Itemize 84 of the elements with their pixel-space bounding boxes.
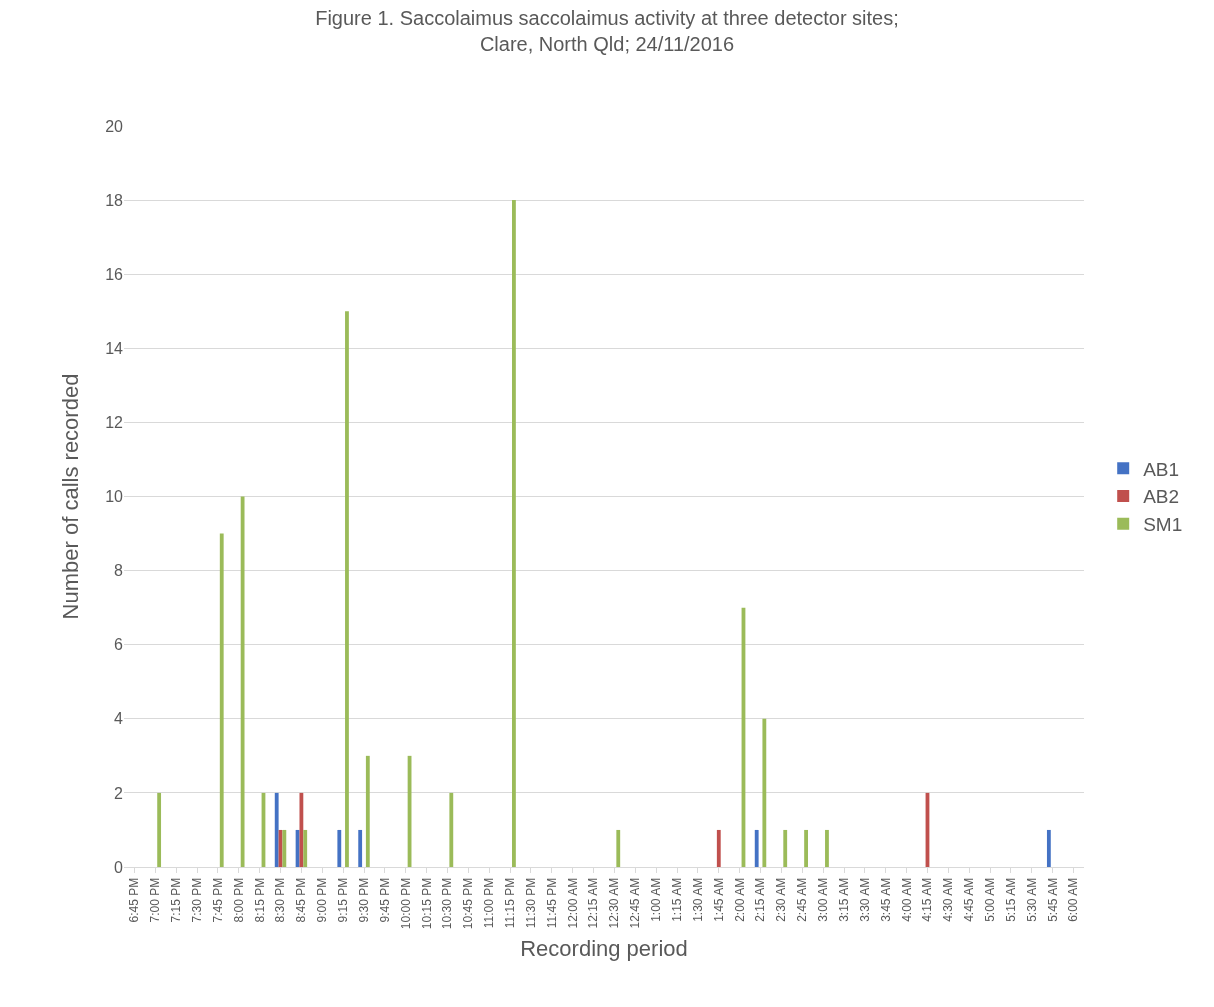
- x-tick-label: 7:15 PM: [169, 877, 184, 923]
- bar: [337, 829, 342, 867]
- x-tick-label: 8:30 PM: [273, 877, 288, 923]
- x-tick-label: 7:00 PM: [148, 877, 163, 923]
- x-tick-label: 1:00 AM: [649, 877, 664, 922]
- x-tick-label: 5:15 AM: [1003, 877, 1018, 922]
- legend-label: AB1: [1143, 458, 1180, 480]
- bar: [365, 755, 370, 867]
- x-tick-label: 5:00 AM: [982, 877, 997, 922]
- bar: [157, 792, 162, 867]
- x-tick-label: 6:00 AM: [1066, 877, 1081, 922]
- y-tick-label: 16: [105, 265, 124, 283]
- x-tick-label: 2:45 AM: [795, 877, 810, 922]
- x-tick-label: 5:45 AM: [1045, 877, 1060, 922]
- legend-label: SM1: [1143, 514, 1183, 536]
- bar: [358, 829, 363, 867]
- x-tick-label: 3:45 AM: [878, 877, 893, 922]
- x-tick-label: 9:45 PM: [377, 877, 392, 923]
- x-tick-label: 10:15 PM: [419, 877, 434, 930]
- chart-title: Figure 1. Saccolaimus saccolaimus activity at three detector sites; Clare, North Qld; 24/11/2016: [315, 7, 899, 56]
- x-tick-label: 1:30 AM: [690, 877, 705, 922]
- y-tick-label: 2: [114, 784, 124, 802]
- y-tick-label: 18: [105, 191, 124, 209]
- x-tick-label: 10:30 PM: [440, 877, 455, 930]
- x-tick-label: 9:00 PM: [315, 877, 330, 923]
- bar: [716, 829, 721, 867]
- bar: [303, 829, 308, 867]
- x-tick-label: 3:00 AM: [816, 877, 831, 922]
- bar: [282, 829, 287, 867]
- x-tick-label: 3:30 AM: [857, 877, 872, 922]
- bar: [299, 792, 304, 867]
- x-tick-label: 8:00 PM: [231, 877, 246, 923]
- bar: [762, 718, 767, 867]
- y-tick-label: 14: [105, 339, 124, 357]
- y-tick-label: 4: [114, 710, 124, 728]
- x-tick-label: 3:15 AM: [836, 877, 851, 922]
- x-tick-label: 2:30 AM: [774, 877, 789, 922]
- x-tick-label: 6:45 PM: [127, 877, 142, 923]
- y-tick-label: 12: [105, 414, 124, 431]
- x-tick-label: 4:30 AM: [941, 877, 956, 922]
- x-tick-label: 12:15 AM: [586, 877, 601, 929]
- bar: [616, 829, 621, 867]
- x-tick-label: 8:15 PM: [252, 877, 267, 923]
- x-tick-label: 11:30 PM: [523, 877, 538, 929]
- bar: [240, 496, 245, 867]
- x-axis-title: Recording period: [520, 936, 688, 962]
- x-tick-label: 5:30 AM: [1024, 877, 1039, 922]
- x-tick-label: 7:30 PM: [189, 877, 204, 923]
- bar: [1046, 829, 1051, 867]
- y-axis-title: Number of calls recorded: [58, 373, 83, 620]
- bar: [345, 311, 349, 867]
- bar: [754, 829, 759, 867]
- bar: [449, 792, 454, 867]
- x-tick-label: 1:45 AM: [711, 877, 726, 922]
- x-tick-label: 12:30 AM: [607, 877, 622, 929]
- x-tick-label: 10:45 PM: [461, 877, 476, 930]
- x-tick-label: 10:00 PM: [398, 877, 413, 930]
- bar: [804, 829, 808, 867]
- x-tick-label: 4:15 AM: [920, 877, 935, 922]
- x-tick-label: 11:15 PM: [502, 877, 517, 929]
- bar: [783, 829, 788, 867]
- bar: [274, 792, 279, 867]
- x-tick-label: 9:30 PM: [356, 877, 371, 923]
- x-tick-label: 11:45 PM: [544, 877, 559, 929]
- y-tick-label: 20: [105, 117, 124, 135]
- y-tick-label: 6: [114, 636, 124, 654]
- x-tick-label: 8:45 PM: [294, 877, 309, 923]
- y-tick-label: 10: [105, 488, 124, 506]
- bar: [219, 533, 224, 867]
- x-tick-label: 4:45 AM: [962, 877, 977, 922]
- x-tick-label: 12:45 AM: [628, 877, 643, 929]
- x-tick-label: 2:00 AM: [732, 877, 747, 922]
- y-tick-label: 0: [114, 858, 124, 876]
- x-tick-label: 4:00 AM: [899, 877, 914, 922]
- y-tick-label: 8: [114, 562, 124, 580]
- x-tick-label: 12:00 AM: [565, 877, 580, 929]
- x-tick-label: 9:15 PM: [336, 877, 351, 923]
- bar: [825, 829, 829, 867]
- legend-label: AB2: [1143, 486, 1180, 508]
- x-tick-label: 1:15 AM: [669, 877, 684, 922]
- x-tick-label: 2:15 AM: [753, 877, 768, 922]
- bar: [512, 200, 516, 867]
- x-tick-label: 11:00 PM: [482, 877, 497, 929]
- x-tick-label: 7:45 PM: [210, 877, 225, 923]
